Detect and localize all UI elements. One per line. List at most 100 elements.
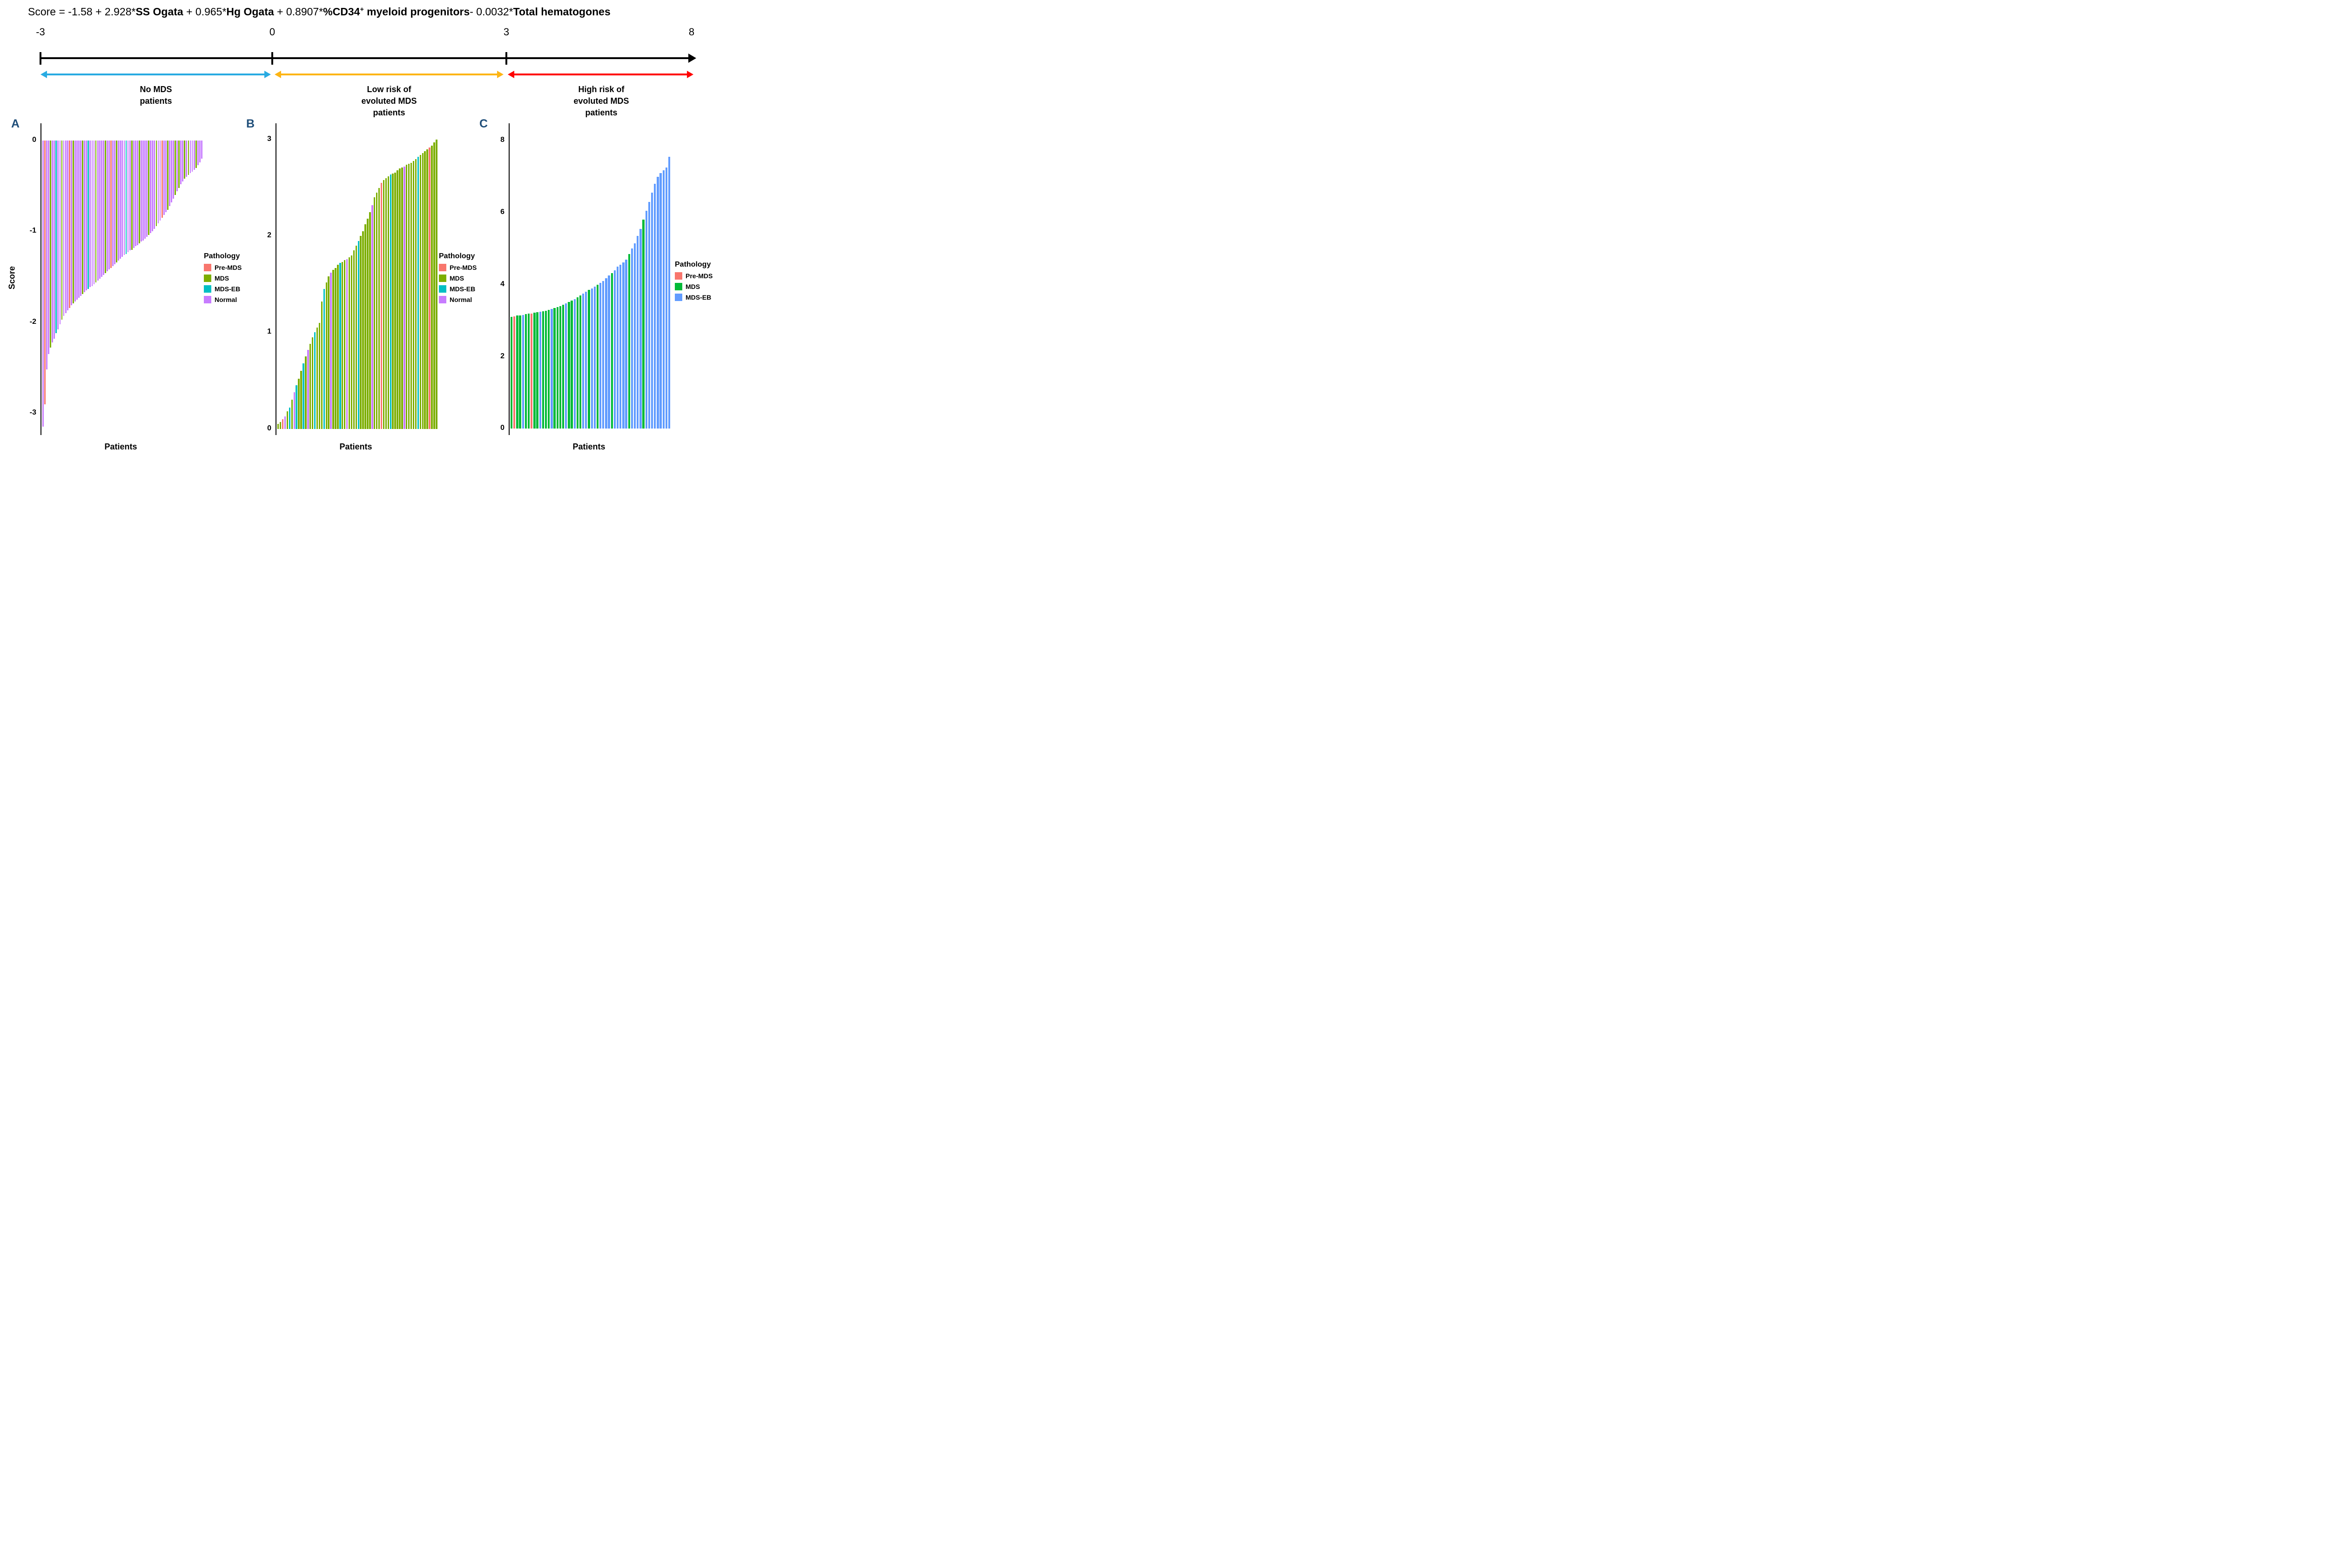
y-tick-label: 8	[500, 136, 504, 144]
scale-tick-label-3: 3	[503, 26, 510, 38]
patient-score-bar	[342, 262, 343, 429]
panel-b-letter: B	[246, 117, 255, 130]
legend-label: Pre-MDS	[686, 272, 713, 280]
figure: Score = -1.58 + 2.928*SS Ogata + 0.965*H…	[0, 0, 724, 457]
patient-score-bar	[665, 168, 667, 429]
patient-score-bar	[173, 141, 174, 199]
patient-score-bar	[392, 173, 394, 429]
patient-score-bar	[82, 141, 84, 295]
patient-score-bar	[374, 197, 376, 429]
patient-score-bar	[531, 313, 533, 429]
patient-score-bar	[112, 141, 114, 266]
no-mds-label: No MDS patients	[140, 85, 172, 106]
patient-score-bar	[536, 312, 538, 429]
patient-score-bar	[571, 300, 573, 429]
patient-score-bar	[568, 302, 570, 429]
legend-item: MDS	[439, 275, 477, 282]
arrowhead-right-icon	[687, 71, 693, 78]
formula-segment: + 0.965*	[183, 6, 227, 18]
patient-score-bar	[631, 248, 633, 429]
legend-item: MDS-EB	[204, 285, 242, 293]
x-axis-title: Patients	[572, 442, 605, 451]
arrow-line	[277, 74, 501, 75]
y-tick-label: 0	[32, 136, 36, 144]
legend-swatch-icon	[675, 272, 682, 280]
patient-score-bar	[387, 176, 389, 429]
patient-score-bar	[142, 141, 144, 241]
patient-score-bar	[525, 314, 527, 429]
patient-score-bar	[565, 303, 567, 429]
patient-score-bar	[89, 141, 91, 287]
patient-score-bar	[120, 141, 121, 259]
patient-score-bar	[197, 141, 199, 165]
patient-score-bar	[201, 141, 202, 159]
patient-score-bar	[576, 297, 578, 429]
scale-tick-label-8: 8	[688, 26, 695, 38]
patient-score-bar	[616, 267, 619, 429]
legend-b: Pathology Pre-MDS MDS MDS-EB Normal	[439, 252, 477, 307]
patient-score-bar	[139, 141, 140, 243]
patient-score-bar	[199, 141, 201, 162]
bar-plot-b	[276, 123, 437, 435]
patient-score-bar	[417, 157, 419, 429]
legend-item: Normal	[439, 296, 477, 303]
patient-score-bar	[48, 141, 49, 355]
patient-score-bar	[613, 270, 616, 429]
low-risk-range-arrow-icon	[275, 71, 504, 78]
y-tick-label: 0	[500, 424, 504, 432]
patient-score-bar	[429, 147, 430, 429]
legend-c: Pathology Pre-MDS MDS MDS-EB	[675, 261, 713, 304]
patient-score-bar	[619, 265, 622, 429]
patient-score-bar	[559, 306, 562, 429]
patient-score-bar	[180, 141, 182, 184]
patient-score-bar	[146, 141, 148, 237]
patient-score-bar	[397, 170, 398, 429]
patient-score-bar	[343, 260, 346, 429]
patient-score-bar	[161, 141, 163, 218]
patient-score-bar	[284, 416, 286, 429]
arrowhead-right-icon	[264, 71, 271, 78]
y-tick-label: 0	[267, 424, 271, 432]
patient-score-bar	[97, 141, 99, 281]
legend-label: MDS	[686, 283, 700, 290]
patient-score-bar	[189, 141, 191, 174]
patient-score-bar	[186, 141, 188, 177]
patient-score-bar	[72, 141, 74, 303]
patient-score-bar	[433, 142, 435, 429]
patient-score-bar	[87, 141, 89, 289]
patient-score-bar	[159, 141, 161, 221]
patient-score-bar	[378, 188, 380, 429]
score-axis-tickmark	[505, 52, 507, 65]
bar-plot-c	[509, 123, 671, 435]
patient-score-bar	[511, 317, 513, 429]
legend-swatch-icon	[675, 283, 682, 290]
patient-score-bar	[110, 141, 112, 268]
y-axis-ticks: 3 2 1 0	[239, 117, 271, 443]
legend-item: MDS	[204, 275, 242, 282]
patient-score-bar	[307, 349, 309, 429]
scale-tick-label-0: 0	[269, 26, 276, 38]
patient-score-bar	[642, 220, 645, 429]
patient-score-bar	[399, 168, 401, 429]
patient-score-bar	[54, 141, 55, 339]
patient-score-bar	[91, 141, 93, 286]
patient-score-bar	[309, 344, 311, 429]
patient-score-bar	[360, 236, 362, 429]
patient-score-bar	[383, 180, 385, 429]
patient-score-bar	[412, 161, 415, 429]
legend-swatch-icon	[204, 264, 211, 271]
patient-score-bar	[385, 178, 387, 429]
patient-score-bar	[80, 141, 81, 296]
legend-label: MDS-EB	[450, 285, 476, 293]
patient-score-bar	[608, 275, 610, 429]
patient-score-bar	[527, 313, 530, 429]
patient-score-bar	[371, 205, 373, 429]
formula-segment: Total hematogones	[513, 6, 611, 18]
y-tick-label: 1	[267, 328, 271, 336]
legend-item: MDS-EB	[439, 285, 477, 293]
legend-swatch-icon	[439, 264, 446, 271]
legend-item: MDS	[675, 283, 713, 290]
legend-swatch-icon	[439, 296, 446, 303]
patient-score-bar	[579, 295, 582, 429]
patient-score-bar	[193, 141, 195, 170]
